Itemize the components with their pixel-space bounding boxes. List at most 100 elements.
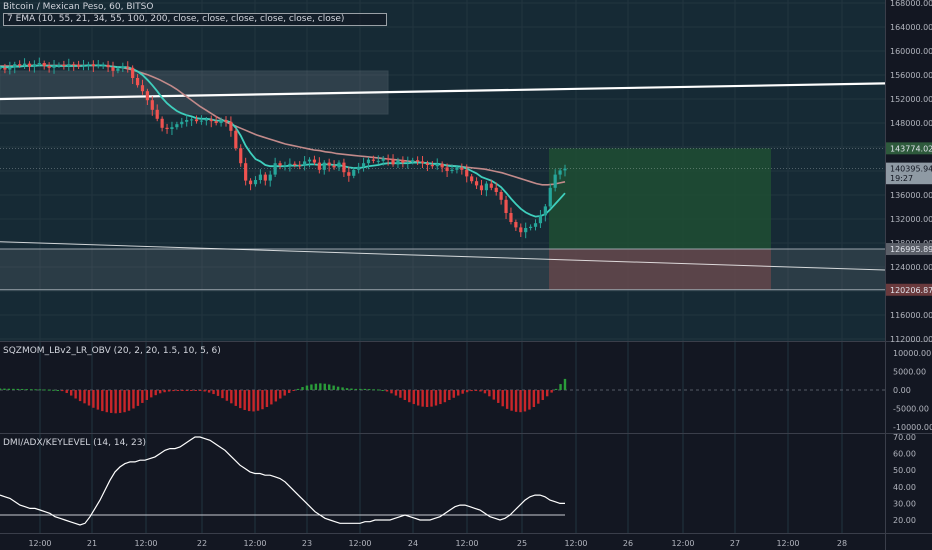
price-tick-label: 116000.00	[890, 311, 932, 320]
candle-body	[229, 121, 233, 131]
stop-price-label: 120206.87	[890, 286, 932, 295]
time-tick-label: 21	[87, 539, 97, 548]
candle-body	[342, 162, 346, 173]
countdown-label: 19:27	[890, 174, 913, 183]
price-tick-label: 164000.00	[890, 23, 932, 32]
momentum-bar	[470, 390, 473, 392]
price-tick-label: 112000.00	[890, 335, 932, 344]
candle-body	[317, 162, 321, 170]
candle-body	[52, 65, 56, 68]
momentum-bar	[21, 388, 24, 390]
momentum-bar	[372, 389, 375, 391]
price-tick-label: 168000.00	[890, 0, 932, 8]
candle-body	[190, 119, 194, 121]
candle-body	[553, 174, 557, 188]
sqz-legend[interactable]: SQZMOM_LBv2_LR_OBV (20, 2, 20, 1.5, 10, …	[3, 346, 221, 356]
axes[interactable]: 168000.00 164000.00 160000.00 156000.00 1520…	[28, 0, 932, 548]
momentum-bar	[25, 389, 28, 391]
ema-legend[interactable]: 7 EMA (10, 55, 21, 34, 55, 100, 200, clo…	[3, 13, 387, 26]
momentum-bar	[216, 390, 220, 396]
entry-price-label-bg	[886, 243, 932, 256]
momentum-bar	[528, 390, 531, 410]
candle-body	[86, 64, 91, 66]
momentum-bar	[314, 383, 318, 390]
candle-body	[121, 66, 125, 69]
candle-body	[175, 124, 179, 128]
momentum-bar	[190, 390, 193, 391]
price-tick-label: 136000.00	[890, 191, 932, 200]
candle-body	[180, 121, 184, 125]
momentum-bar	[532, 390, 536, 408]
dmi-tick-label: 40.00	[893, 483, 916, 492]
momentum-bar	[305, 385, 309, 390]
last-price-label-bg	[886, 162, 932, 175]
squeeze-momentum-histogram	[0, 378, 885, 414]
momentum-bar	[505, 390, 509, 409]
candle-body	[524, 228, 528, 233]
momentum-bar	[252, 390, 255, 412]
momentum-bar	[328, 384, 331, 390]
momentum-bar	[296, 388, 300, 390]
momentum-bar	[381, 390, 384, 391]
sqz-pane-bg	[0, 342, 885, 433]
symbol-legend[interactable]: Bitcoin / Mexican Peso, 60, BITSO	[3, 2, 154, 12]
time-tick-label: 25	[517, 539, 527, 548]
momentum-bar	[105, 390, 108, 413]
candle-body	[406, 162, 410, 163]
candle-body	[22, 63, 27, 66]
price-tick-label: 160000.00	[890, 47, 932, 56]
momentum-bar	[247, 390, 251, 412]
momentum-bar	[399, 390, 402, 398]
momentum-bar	[443, 390, 447, 403]
candle-body	[283, 165, 287, 167]
candle-body	[435, 163, 439, 167]
dmi-legend[interactable]: DMI/ADX/KEYLEVEL (14, 14, 23)	[3, 438, 146, 448]
candle-body	[504, 199, 508, 213]
momentum-bar	[465, 390, 469, 393]
momentum-bar	[408, 390, 411, 403]
candle-body	[470, 176, 474, 182]
candle-body	[293, 163, 297, 165]
momentum-bar	[212, 390, 215, 395]
momentum-bar	[101, 390, 104, 412]
candle-body	[411, 160, 415, 162]
candle-body	[13, 64, 17, 68]
momentum-bar	[176, 390, 180, 391]
dmi-tick-label: 70.00	[893, 433, 916, 442]
momentum-bar	[65, 390, 68, 393]
dmi-tick-label: 50.00	[893, 466, 916, 475]
stop-price-label-bg	[886, 283, 932, 296]
momentum-bar	[323, 383, 326, 390]
candle-body	[150, 100, 154, 110]
candle-body	[209, 119, 213, 122]
sqz-tick-label: 5000.00	[893, 368, 926, 377]
momentum-bar	[61, 390, 64, 392]
momentum-bar	[74, 390, 77, 399]
momentum-bar	[354, 388, 358, 390]
candle-body	[268, 174, 272, 181]
candle-body	[489, 183, 493, 188]
momentum-bar	[225, 390, 229, 401]
momentum-bar	[167, 390, 171, 392]
candle-body	[376, 160, 380, 162]
momentum-bar	[332, 385, 335, 390]
candle-body	[258, 174, 262, 180]
time-tick-label: 12:00	[348, 539, 371, 548]
candle-body	[47, 66, 51, 68]
time-tick-label: 12:00	[134, 539, 157, 548]
momentum-bar	[350, 388, 353, 390]
time-tick-label: 12:00	[671, 539, 694, 548]
candle-body	[366, 159, 371, 164]
candle-body	[548, 187, 552, 207]
dmi-tick-label: 60.00	[893, 450, 916, 459]
time-tick-label: 12:00	[455, 539, 478, 548]
momentum-bar	[29, 389, 33, 391]
candle-body	[381, 158, 385, 161]
momentum-bar	[110, 390, 113, 413]
candle-body	[303, 161, 307, 166]
momentum-bar	[546, 390, 549, 397]
candle-body	[106, 64, 110, 68]
candle-body	[425, 163, 430, 165]
entry-price-label: 126995.89	[890, 245, 932, 254]
